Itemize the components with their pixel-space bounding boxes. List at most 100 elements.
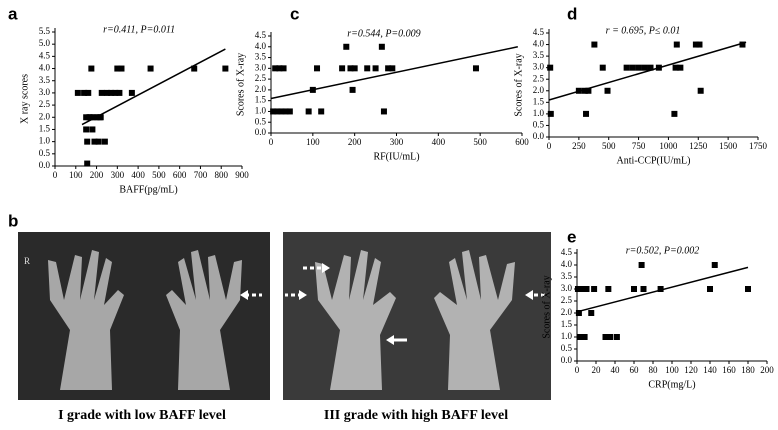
- point: [547, 110, 554, 117]
- y-tick-label: 0.0: [533, 131, 545, 141]
- point: [305, 108, 312, 115]
- point: [88, 65, 95, 72]
- point: [472, 65, 479, 72]
- x-tick-label: 20: [592, 365, 602, 375]
- x-tick-label: 160: [722, 365, 736, 375]
- x-tick-label: 1750: [749, 141, 768, 151]
- point: [385, 65, 392, 72]
- point: [602, 334, 609, 340]
- point: [83, 126, 90, 133]
- x-axis-title: RF(IU/mL): [373, 151, 419, 162]
- point: [74, 89, 81, 96]
- point: [372, 65, 379, 72]
- x-tick-label: 1250: [689, 141, 708, 151]
- y-tick-label: 0.5: [533, 120, 545, 130]
- y-tick-label: 0.5: [39, 148, 51, 158]
- point: [112, 89, 119, 96]
- y-tick-label: 4.0: [533, 39, 545, 49]
- y-tick-label: 0.0: [561, 355, 573, 365]
- x-tick-label: 100: [665, 365, 679, 375]
- trendline: [270, 46, 518, 100]
- y-tick-label: 1.5: [255, 95, 267, 105]
- point: [97, 114, 104, 121]
- y-tick-label: 1.0: [561, 331, 573, 341]
- y-axis-title: X ray scores: [19, 74, 30, 124]
- x-tick-label: 400: [131, 170, 145, 180]
- y-tick-label: 4.0: [255, 41, 267, 51]
- caption: III grade with high BAFF level: [324, 408, 508, 423]
- x-tick-label: 800: [214, 170, 228, 180]
- point: [707, 286, 713, 292]
- point: [349, 86, 356, 93]
- point: [318, 108, 325, 115]
- annotation: r = 0.695, P≤ 0.01: [606, 25, 681, 36]
- point: [605, 286, 612, 292]
- point: [613, 334, 620, 340]
- point: [635, 64, 642, 71]
- point: [85, 89, 92, 96]
- y-tick-label: 2.5: [39, 99, 51, 109]
- point: [191, 65, 198, 72]
- point: [103, 89, 110, 96]
- point: [222, 65, 229, 72]
- point: [282, 108, 289, 115]
- point: [89, 126, 96, 133]
- point: [118, 65, 125, 72]
- point: [657, 286, 664, 292]
- point: [147, 65, 154, 72]
- point: [579, 286, 586, 292]
- point: [711, 262, 718, 268]
- point: [629, 64, 636, 71]
- annotation: r=0.411, P=0.011: [103, 24, 175, 35]
- x-tick-label: 120: [684, 365, 698, 375]
- x-tick-label: 200: [348, 137, 362, 147]
- y-tick-label: 4.5: [561, 247, 573, 257]
- x-tick-label: 500: [152, 170, 166, 180]
- point: [272, 65, 279, 72]
- y-tick-label: 3.0: [255, 62, 267, 72]
- annotation: r=0.544, P=0.009: [347, 28, 421, 39]
- point: [309, 86, 316, 93]
- y-tick-label: 3.0: [39, 87, 51, 97]
- point: [98, 89, 105, 96]
- y-tick-label: 3.0: [533, 62, 545, 72]
- y-tick-label: 1.5: [39, 124, 51, 134]
- point: [647, 64, 654, 71]
- y-axis-title: Scores of X-ray: [235, 53, 246, 116]
- x-tick-label: 0: [547, 141, 552, 151]
- point: [581, 87, 588, 94]
- point: [585, 87, 592, 94]
- x-tick-label: 900: [235, 170, 249, 180]
- x-axis-title: CRP(mg/L): [648, 379, 695, 390]
- y-tick-label: 1.5: [561, 319, 573, 329]
- point: [745, 286, 751, 292]
- x-tick-label: 0: [269, 137, 274, 147]
- point: [108, 89, 115, 96]
- y-axis-title: Scores of X-ray: [541, 275, 552, 338]
- y-tick-label: 3.5: [533, 50, 545, 60]
- x-tick-label: 200: [90, 170, 104, 180]
- point: [91, 138, 98, 145]
- y-tick-label: 3.0: [561, 283, 573, 293]
- point: [84, 160, 91, 167]
- point: [114, 65, 121, 72]
- y-tick-label: 1.0: [39, 136, 51, 146]
- x-tick-label: 40: [611, 365, 621, 375]
- x-tick-label: 1500: [719, 141, 738, 151]
- x-tick-label: 80: [649, 365, 659, 375]
- point: [389, 65, 396, 72]
- panel-label: b: [8, 211, 18, 230]
- point: [583, 286, 590, 292]
- y-tick-label: 2.5: [561, 295, 573, 305]
- x-tick-label: 0: [53, 170, 58, 180]
- y-tick-label: 0.5: [255, 116, 267, 126]
- point: [351, 65, 358, 72]
- point: [81, 89, 88, 96]
- x-tick-label: 400: [432, 137, 446, 147]
- y-tick-label: 1.0: [533, 108, 545, 118]
- x-tick-label: 200: [760, 365, 774, 375]
- panel-label: a: [8, 4, 18, 23]
- point: [641, 64, 648, 71]
- x-tick-label: 600: [173, 170, 187, 180]
